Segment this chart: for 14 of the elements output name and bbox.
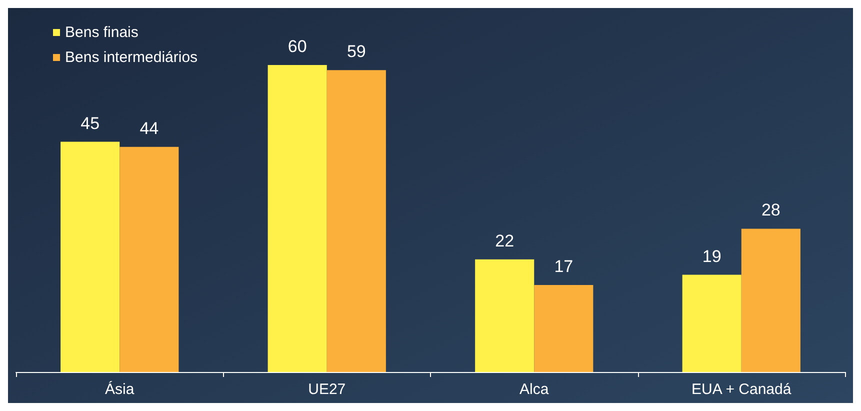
data-label: 17 — [554, 257, 574, 276]
legend-label: Bens intermediários — [65, 49, 198, 66]
x-tick-label: Ásia — [105, 380, 135, 398]
x-tick-label: EUA + Canadá — [692, 381, 792, 398]
data-label: 19 — [702, 246, 722, 266]
data-label: 44 — [140, 118, 159, 138]
data-label: 60 — [288, 37, 307, 56]
data-label: 28 — [761, 200, 780, 220]
data-label: 59 — [346, 42, 366, 62]
data-label: 45 — [80, 114, 100, 133]
data-label: 22 — [495, 231, 514, 250]
x-tick-label: Alca — [520, 381, 550, 398]
legend-label: Bens finais — [65, 24, 138, 41]
x-tick-label: UE27 — [308, 381, 346, 398]
